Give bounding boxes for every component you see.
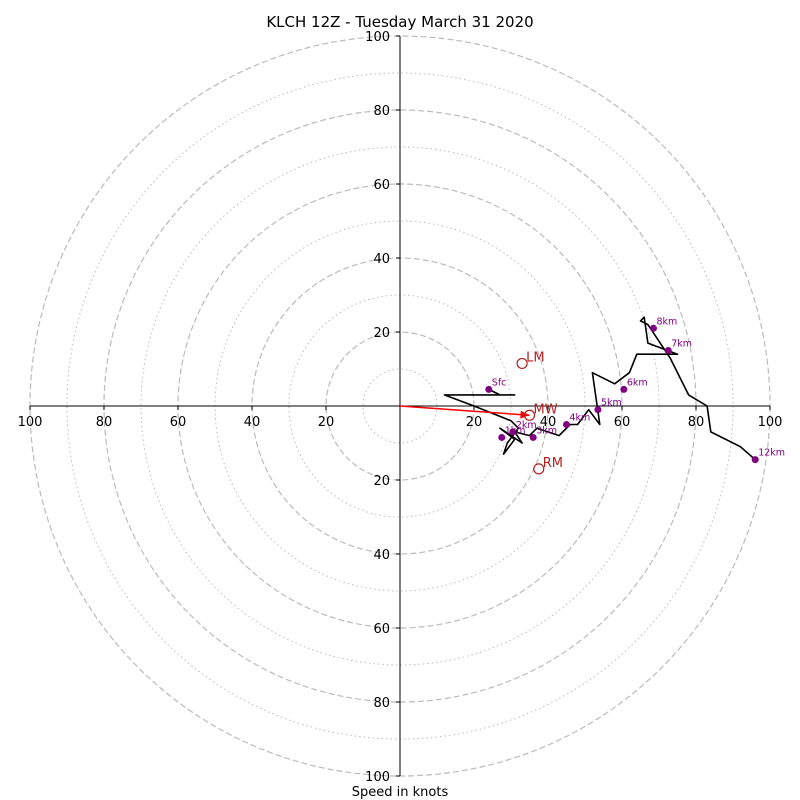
x-tick-label: 60 (170, 415, 187, 430)
height-marker-5km (594, 406, 602, 414)
height-marker-2km (509, 428, 517, 436)
y-tick-label: 100 (365, 770, 390, 785)
height-label-7km: 7km (671, 339, 692, 350)
height-marker-3km (529, 433, 537, 441)
y-tick-label: 40 (373, 252, 390, 267)
height-marker-1km (498, 433, 506, 441)
storm-marker-MW (523, 409, 536, 421)
height-label-12km: 12km (758, 448, 785, 459)
x-axis-label: Speed in knots (352, 785, 449, 800)
x-tick-label: 20 (318, 415, 335, 430)
x-tick-label: 60 (614, 415, 631, 430)
x-tick-label: 20 (466, 415, 483, 430)
storm-marker-LM (516, 357, 528, 370)
x-tick-label: 80 (96, 415, 113, 430)
storm-label-RM: RM (543, 456, 563, 471)
y-tick-label: 100 (365, 30, 390, 45)
storm-marker-RM (533, 463, 545, 475)
height-marker-7km (664, 347, 672, 354)
x-tick-label: 100 (18, 415, 43, 430)
hodograph-line (443, 316, 756, 461)
axis-ticks: 100 80 60 40 20 20 40 60 80 100 100 80 60 40 20 20 40 60 8… (18, 30, 783, 785)
height-marker-Sfc (485, 385, 493, 393)
x-tick-label: 100 (758, 415, 783, 430)
y-tick-label: 40 (373, 548, 390, 563)
height-label-5km: 5km (601, 398, 622, 409)
height-markers: Sfc1km2km3km4km5km6km7km8km12km (485, 316, 785, 464)
height-label-3km: 3km (536, 425, 557, 436)
height-label-4km: 4km (570, 413, 591, 424)
height-marker-8km (649, 324, 657, 332)
height-marker-6km (620, 385, 628, 393)
y-tick-label: 80 (373, 104, 390, 119)
height-label-8km: 8km (656, 316, 677, 327)
hodograph-trace (443, 316, 756, 461)
y-tick-label: 20 (373, 474, 390, 489)
y-tick-label: 60 (373, 178, 390, 193)
y-tick-label: 20 (373, 326, 390, 341)
y-tick-label: 80 (373, 696, 390, 711)
storm-label-LM: LM (526, 350, 544, 365)
height-label-2km: 2km (516, 420, 537, 431)
x-tick-label: 80 (688, 415, 705, 430)
chart-title: KLCH 12Z - Tuesday March 31 2020 (266, 13, 533, 31)
height-marker-12km (751, 456, 759, 464)
height-label-6km: 6km (627, 377, 648, 388)
storm-motion-markers: LM MW RM (516, 350, 563, 475)
x-tick-label: 40 (244, 415, 261, 430)
height-label-Sfc: Sfc (492, 377, 507, 388)
y-tick-label: 60 (373, 622, 390, 637)
storm-label-MW: MW (534, 402, 558, 417)
x-tick-label: 40 (540, 415, 557, 430)
height-marker-4km (563, 421, 570, 428)
vector-shaft (399, 405, 530, 416)
